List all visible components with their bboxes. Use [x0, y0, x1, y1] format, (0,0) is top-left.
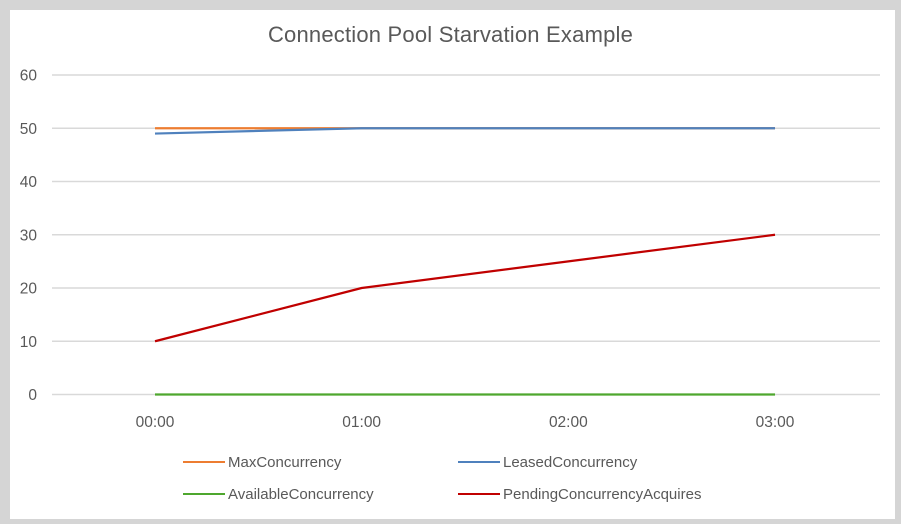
y-tick-label: 50 [20, 121, 38, 138]
x-axis-labels: 00:00 01:00 02:00 03:00 [136, 414, 795, 431]
x-tick-label: 00:00 [136, 414, 175, 431]
legend-line-swatch [458, 492, 500, 496]
y-tick-label: 10 [20, 334, 38, 351]
series-line-pendingconcurrencyacquires [154, 233, 776, 343]
x-tick-label: 03:00 [756, 414, 795, 431]
y-tick-label: 20 [20, 281, 38, 298]
y-tick-label: 30 [20, 227, 38, 244]
legend-line-swatch [183, 460, 225, 464]
x-tick-label: 01:00 [342, 414, 381, 431]
legend-item-availableconcurrency: AvailableConcurrency [183, 478, 458, 510]
legend-item-maxconcurrency: MaxConcurrency [183, 446, 458, 478]
legend-label: AvailableConcurrency [228, 485, 374, 503]
y-tick-label: 40 [20, 174, 38, 191]
legend-label: LeasedConcurrency [503, 453, 638, 471]
legend-line-swatch [458, 460, 500, 464]
legend-item-leasedconcurrency: LeasedConcurrency [458, 446, 803, 478]
chart-panel [10, 10, 895, 519]
y-axis-labels: 0 10 20 30 40 50 60 [20, 68, 38, 405]
y-tick-label: 0 [28, 387, 37, 404]
series-line-leasedconcurrency [154, 127, 776, 135]
legend-label: PendingConcurrencyAcquires [503, 485, 702, 503]
legend: MaxConcurrency LeasedConcurrency Availab… [183, 446, 803, 510]
y-tick-label: 60 [20, 68, 38, 85]
legend-item-pendingconcurrencyacquires: PendingConcurrencyAcquires [458, 478, 803, 510]
gridlines [52, 74, 880, 396]
legend-label: MaxConcurrency [228, 453, 342, 471]
chart-title: Connection Pool Starvation Example [267, 22, 634, 47]
legend-line-swatch [183, 492, 225, 496]
x-tick-label: 02:00 [549, 414, 588, 431]
